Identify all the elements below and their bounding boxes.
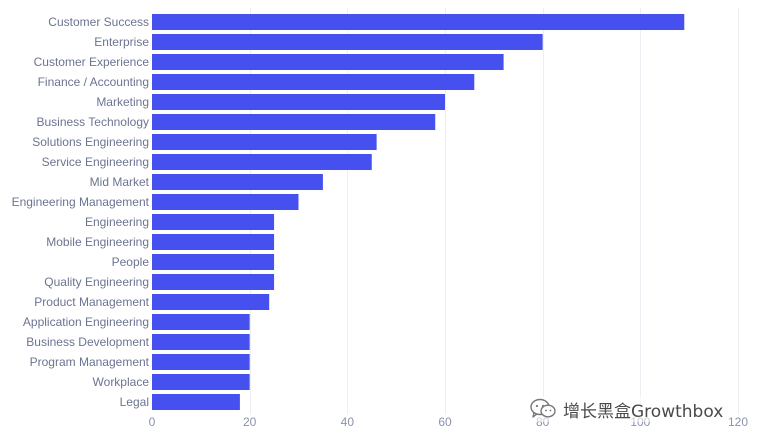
category-label: Finance / Accounting [38,75,149,89]
category-label: Legal [120,395,149,409]
bar[interactable] [152,114,436,130]
category-label: Product Management [34,295,149,309]
bar[interactable] [152,134,377,150]
category-label: Business Development [26,335,149,349]
category-label: People [112,255,150,269]
category-label: Workplace [93,375,150,389]
bar[interactable] [152,214,275,230]
bar[interactable] [152,74,475,90]
watermark-text: 增长黑盒Growthbox [563,401,724,422]
x-tick-label: 60 [438,415,452,429]
category-label: Mid Market [90,175,150,189]
category-label: Engineering Management [12,195,150,209]
bar[interactable] [152,14,685,30]
bar[interactable] [152,194,299,210]
bar[interactable] [152,294,270,310]
bar[interactable] [152,234,275,250]
bars [152,14,685,410]
bar[interactable] [152,154,372,170]
category-label: Program Management [30,355,150,369]
category-label: Enterprise [94,35,149,49]
category-label: Marketing [96,95,149,109]
bar[interactable] [152,374,250,390]
bar[interactable] [152,254,275,270]
category-label: Application Engineering [23,315,149,329]
bar[interactable] [152,314,250,330]
category-label: Mobile Engineering [46,235,149,249]
watermark: 增长黑盒Growthbox [527,396,726,422]
bar[interactable] [152,354,250,370]
bar[interactable] [152,274,275,290]
x-tick-label: 40 [341,415,355,429]
bar[interactable] [152,94,445,110]
category-label: Customer Experience [34,55,150,69]
category-label: Solutions Engineering [32,135,149,149]
category-label: Customer Success [48,15,149,29]
category-label: Business Technology [36,115,149,129]
bar[interactable] [152,34,543,50]
bar[interactable] [152,174,323,190]
category-label: Quality Engineering [44,275,149,289]
bar[interactable] [152,334,250,350]
x-tick-label: 120 [728,415,748,429]
category-label: Service Engineering [42,155,149,169]
bar[interactable] [152,54,504,70]
wechat-icon [530,398,556,418]
x-tick-label: 20 [243,415,257,429]
bar[interactable] [152,394,240,410]
x-tick-label: 0 [149,415,156,429]
category-label: Engineering [85,215,149,229]
category-labels: Customer Success Enterprise Customer Exper… [12,15,150,409]
